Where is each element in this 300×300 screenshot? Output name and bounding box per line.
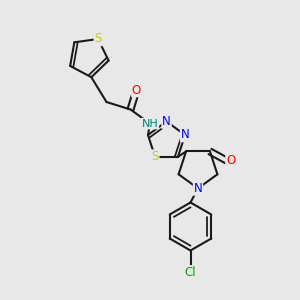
Text: N: N [162, 115, 171, 128]
Text: Cl: Cl [185, 266, 196, 279]
Text: O: O [132, 83, 141, 97]
Text: N: N [181, 128, 189, 142]
Text: N: N [194, 182, 202, 195]
Text: S: S [94, 32, 102, 46]
Text: NH: NH [142, 118, 158, 129]
Text: O: O [226, 154, 235, 167]
Text: S: S [152, 150, 159, 163]
